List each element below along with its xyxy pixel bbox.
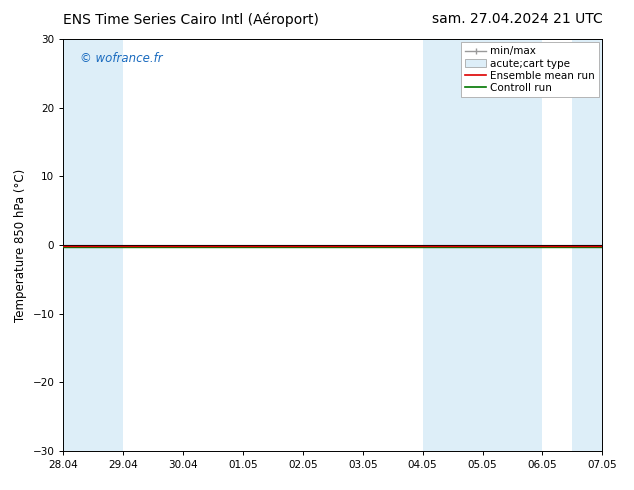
Text: ENS Time Series Cairo Intl (Aéroport): ENS Time Series Cairo Intl (Aéroport) [63,12,320,27]
Legend: min/max, acute;cart type, Ensemble mean run, Controll run: min/max, acute;cart type, Ensemble mean … [461,42,599,97]
Bar [423,39,543,451]
Y-axis label: Temperature 850 hPa (°C): Temperature 850 hPa (°C) [14,169,27,321]
Text: © wofrance.fr: © wofrance.fr [80,51,162,65]
Bar [63,39,123,451]
Text: sam. 27.04.2024 21 UTC: sam. 27.04.2024 21 UTC [432,12,602,26]
Bar [573,39,602,451]
